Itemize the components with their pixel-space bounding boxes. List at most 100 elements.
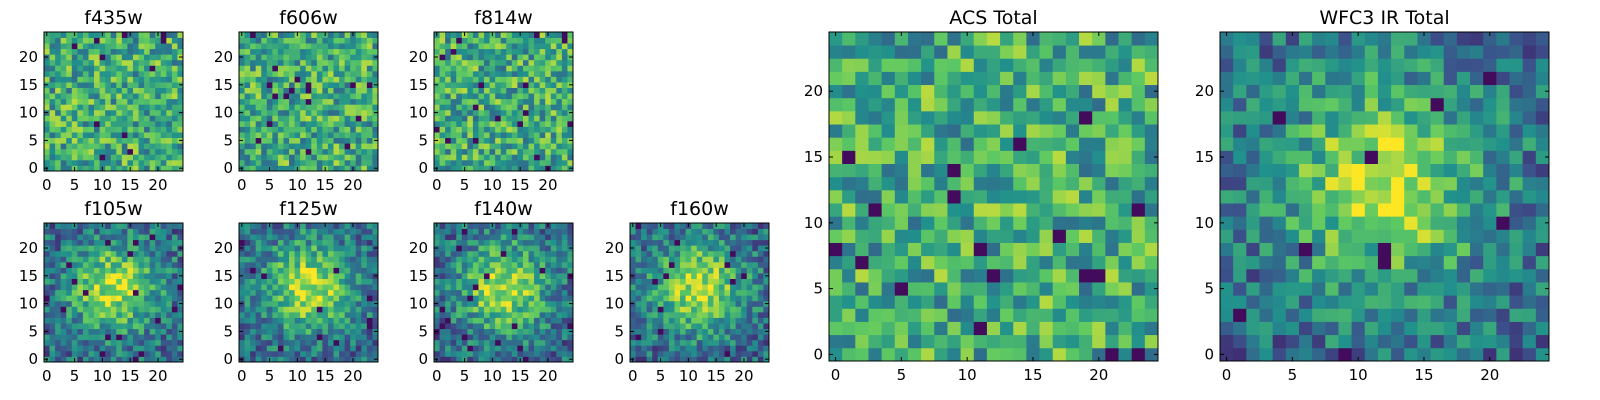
heatmap-cell — [49, 311, 56, 318]
heatmap-cell — [685, 317, 692, 324]
heatmap-cell — [752, 317, 759, 324]
heatmap-cell — [534, 109, 541, 116]
heatmap-cell — [305, 143, 312, 150]
heatmap-cell — [327, 59, 334, 66]
heatmap-cell — [450, 339, 457, 346]
heatmap-cell — [66, 295, 73, 302]
heatmap-cell — [635, 323, 642, 330]
heatmap-cell — [333, 104, 340, 111]
heatmap-cell — [730, 250, 737, 257]
heatmap-cell — [305, 356, 312, 363]
heatmap-cell — [149, 82, 156, 88]
heatmap-cell — [539, 311, 546, 318]
heatmap-cell — [702, 311, 709, 318]
heatmap-cell — [534, 148, 541, 155]
heatmap-cell — [534, 82, 541, 88]
heatmap-cell — [1105, 308, 1119, 322]
x-tick-label: 10 — [93, 176, 112, 194]
heatmap-cell — [138, 311, 145, 318]
heatmap-cell — [921, 242, 935, 257]
heatmap-cell — [138, 295, 145, 302]
heatmap-cell — [166, 137, 173, 144]
heatmap-cell — [713, 278, 720, 285]
heatmap-cell — [261, 256, 268, 263]
heatmap-cell — [82, 137, 89, 144]
heatmap-cell — [49, 126, 56, 133]
heatmap-cell — [550, 228, 557, 235]
heatmap-cell — [344, 115, 351, 122]
heatmap-cell — [528, 48, 535, 55]
heatmap-cell — [842, 268, 856, 283]
heatmap-cell — [127, 323, 134, 330]
heatmap-cell — [934, 268, 948, 283]
heatmap-cell — [445, 284, 452, 291]
heatmap-cell — [921, 308, 935, 322]
heatmap-cell — [691, 306, 698, 313]
heatmap-cell — [696, 306, 703, 313]
heatmap-cell — [283, 159, 290, 166]
heatmap-cell — [842, 308, 856, 322]
heatmap-cell — [99, 345, 106, 352]
heatmap-cell — [49, 261, 56, 268]
heatmap-cell — [960, 150, 975, 164]
heatmap-cell — [506, 267, 513, 274]
heatmap-cell — [110, 345, 117, 352]
heatmap-cell — [99, 284, 106, 291]
heatmap-cell — [534, 311, 541, 318]
heatmap-cell — [82, 76, 89, 83]
heatmap-cell — [868, 150, 883, 164]
heatmap-cell — [138, 350, 145, 357]
heatmap-cell — [244, 323, 251, 330]
heatmap-cell — [752, 223, 759, 229]
heatmap-cell — [289, 93, 295, 100]
heatmap-cell — [506, 159, 513, 166]
heatmap-cell — [868, 282, 883, 296]
heatmap-cell — [239, 143, 245, 150]
heatmap-cell — [934, 282, 948, 296]
heatmap-cell — [110, 256, 117, 263]
heatmap-cell — [450, 115, 457, 122]
heatmap-cell — [311, 306, 318, 313]
heatmap-cell — [907, 150, 922, 164]
heatmap-cell — [445, 223, 452, 229]
heatmap-cell — [707, 350, 714, 357]
heatmap-cell — [350, 323, 357, 330]
heatmap-cell — [361, 115, 368, 122]
heatmap-cell — [261, 239, 268, 246]
heatmap-cell — [339, 223, 346, 229]
heatmap-cell — [947, 308, 961, 322]
heatmap-cell — [250, 350, 257, 357]
heatmap-cell — [484, 54, 490, 61]
heatmap-cell — [685, 284, 692, 291]
heatmap-cell — [757, 267, 764, 274]
heatmap-cell — [294, 295, 301, 302]
heatmap-cell — [652, 356, 659, 363]
heatmap-cell — [82, 32, 89, 38]
heatmap-cell — [138, 37, 145, 44]
heatmap-cell — [707, 289, 714, 296]
heatmap-cell — [327, 165, 334, 172]
heatmap-cell — [355, 137, 362, 144]
heatmap-cell — [550, 300, 557, 307]
heatmap-cell — [350, 120, 357, 127]
heatmap-cell — [60, 104, 67, 111]
heatmap-cell — [66, 228, 73, 235]
heatmap-cell — [539, 245, 546, 252]
heatmap-cell — [511, 65, 518, 72]
heatmap-cell — [534, 350, 541, 357]
heatmap-cell — [99, 311, 106, 318]
heatmap-cell — [528, 356, 535, 363]
heatmap-cell — [138, 126, 145, 133]
heatmap-cell — [752, 356, 759, 363]
heatmap-cell — [718, 284, 725, 291]
heatmap-cell — [894, 189, 909, 204]
heatmap-cell — [160, 54, 167, 61]
heatmap-cell — [752, 300, 759, 307]
heatmap-cell — [149, 311, 156, 318]
heatmap-cell — [506, 234, 513, 241]
heatmap-cell — [44, 104, 50, 111]
heatmap-cell — [71, 311, 78, 318]
heatmap-cell — [361, 223, 368, 229]
heatmap-cell — [528, 115, 535, 122]
heatmap-cell — [539, 82, 546, 88]
